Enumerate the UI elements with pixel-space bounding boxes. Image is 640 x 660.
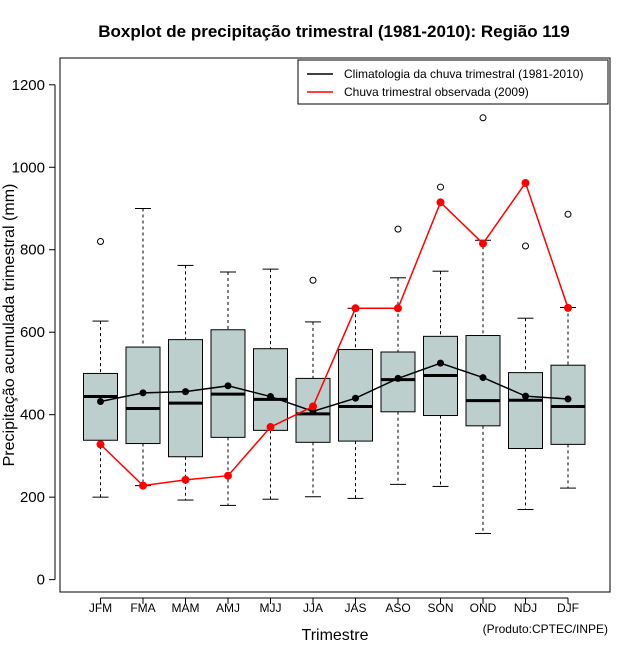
x-tick-label: JJA: [303, 601, 323, 615]
box-iqr: [168, 339, 203, 458]
x-tick-label: DJF: [557, 601, 579, 615]
x-tick-label: MAM: [172, 601, 200, 615]
series-lines: [96, 178, 572, 490]
series-point-climatology: [564, 395, 572, 403]
x-tick-label: OND: [470, 601, 497, 615]
x-tick-label: ASO: [385, 601, 410, 615]
y-tick-label: 200: [20, 489, 45, 506]
outlier-point: [522, 242, 529, 250]
y-tick-label: 600: [20, 324, 45, 341]
box-iqr: [253, 348, 288, 431]
y-axis-title: Precipitação acumulada trimestral (mm): [1, 184, 18, 467]
box-aso: [380, 225, 416, 485]
credit-text: (Produto:CPTEC/INPE): [483, 622, 608, 636]
series-point-climatology: [394, 374, 402, 382]
outlier-point: [564, 210, 572, 218]
x-axis-title: Trimestre: [302, 627, 369, 644]
y-tick-label: 0: [37, 572, 45, 589]
series-point-climatology: [182, 388, 189, 396]
y-tick-label: 400: [20, 407, 45, 424]
series-point-climatology: [97, 397, 104, 405]
series-point-observed: [309, 402, 317, 411]
box-ndj: [508, 242, 543, 511]
box-fma: [125, 208, 161, 487]
series-point-observed: [521, 178, 530, 187]
x-tick-label: MJJ: [260, 601, 282, 615]
series-line-observed: [99, 181, 569, 487]
series-point-climatology: [479, 374, 487, 382]
outlier-point: [479, 114, 487, 122]
box-iqr: [508, 372, 543, 450]
series-point-observed: [266, 423, 275, 432]
box-jja: [295, 276, 331, 498]
series-point-climatology: [139, 389, 147, 397]
box-mjj: [253, 268, 288, 500]
series-point-observed: [564, 303, 572, 312]
x-tick-label: SON: [427, 601, 453, 615]
box-iqr: [338, 349, 373, 442]
series-point-climatology: [352, 394, 359, 402]
legend-label-observed: Chuva trimestral observada (2009): [344, 85, 529, 99]
series-point-observed: [181, 475, 190, 484]
box-djf: [550, 210, 586, 489]
x-tick-label: AMJ: [216, 601, 240, 615]
chart-title: Boxplot de precipitação trimestral (1981…: [98, 22, 569, 41]
box-iqr: [550, 364, 586, 445]
outlier-point: [97, 237, 104, 245]
outlier-point: [437, 183, 444, 191]
series-point-climatology: [522, 392, 529, 400]
x-tick-label: JAS: [344, 601, 366, 615]
box-jas: [338, 307, 373, 499]
y-tick-label: 800: [20, 242, 45, 259]
series-point-observed: [479, 239, 487, 248]
series-point-observed: [96, 440, 105, 449]
legend: Climatologia da chuva trimestral (1981-2…: [297, 59, 609, 105]
box-mam: [168, 264, 203, 501]
legend-box: [297, 59, 609, 105]
x-tick-label: NDJ: [514, 601, 537, 615]
series-observed: [96, 178, 572, 490]
series-point-observed: [224, 471, 232, 480]
boxes: [83, 114, 586, 534]
series-line-climatology: [100, 362, 569, 413]
x-tick-label: FMA: [130, 601, 155, 615]
series-point-climatology: [437, 359, 444, 367]
series-point-observed: [394, 304, 402, 313]
y-axis: 0 200 400 600 800 1000 1200: [12, 77, 56, 589]
box-jfm: [83, 237, 118, 498]
legend-label-climatology: Climatologia da chuva trimestral (1981-2…: [344, 67, 583, 81]
box-ond: [465, 114, 501, 534]
box-iqr: [83, 372, 118, 441]
series-point-climatology: [224, 382, 232, 390]
series-point-observed: [351, 304, 360, 313]
x-tick-label: JFM: [89, 601, 112, 615]
series-point-climatology: [267, 393, 274, 401]
plot-frame: [59, 57, 611, 593]
series-point-observed: [436, 198, 445, 207]
box-iqr: [380, 351, 416, 413]
outlier-point: [394, 225, 402, 233]
y-tick-label: 1200: [12, 77, 45, 94]
box-son: [423, 183, 458, 487]
x-axis: JFM FMA MAM AMJ MJJ JJA JAS ASO SON OND NDJ DJF: [89, 597, 579, 615]
y-tick-label: 1000: [12, 159, 45, 176]
outlier-point: [309, 276, 317, 284]
series-point-observed: [139, 481, 147, 490]
